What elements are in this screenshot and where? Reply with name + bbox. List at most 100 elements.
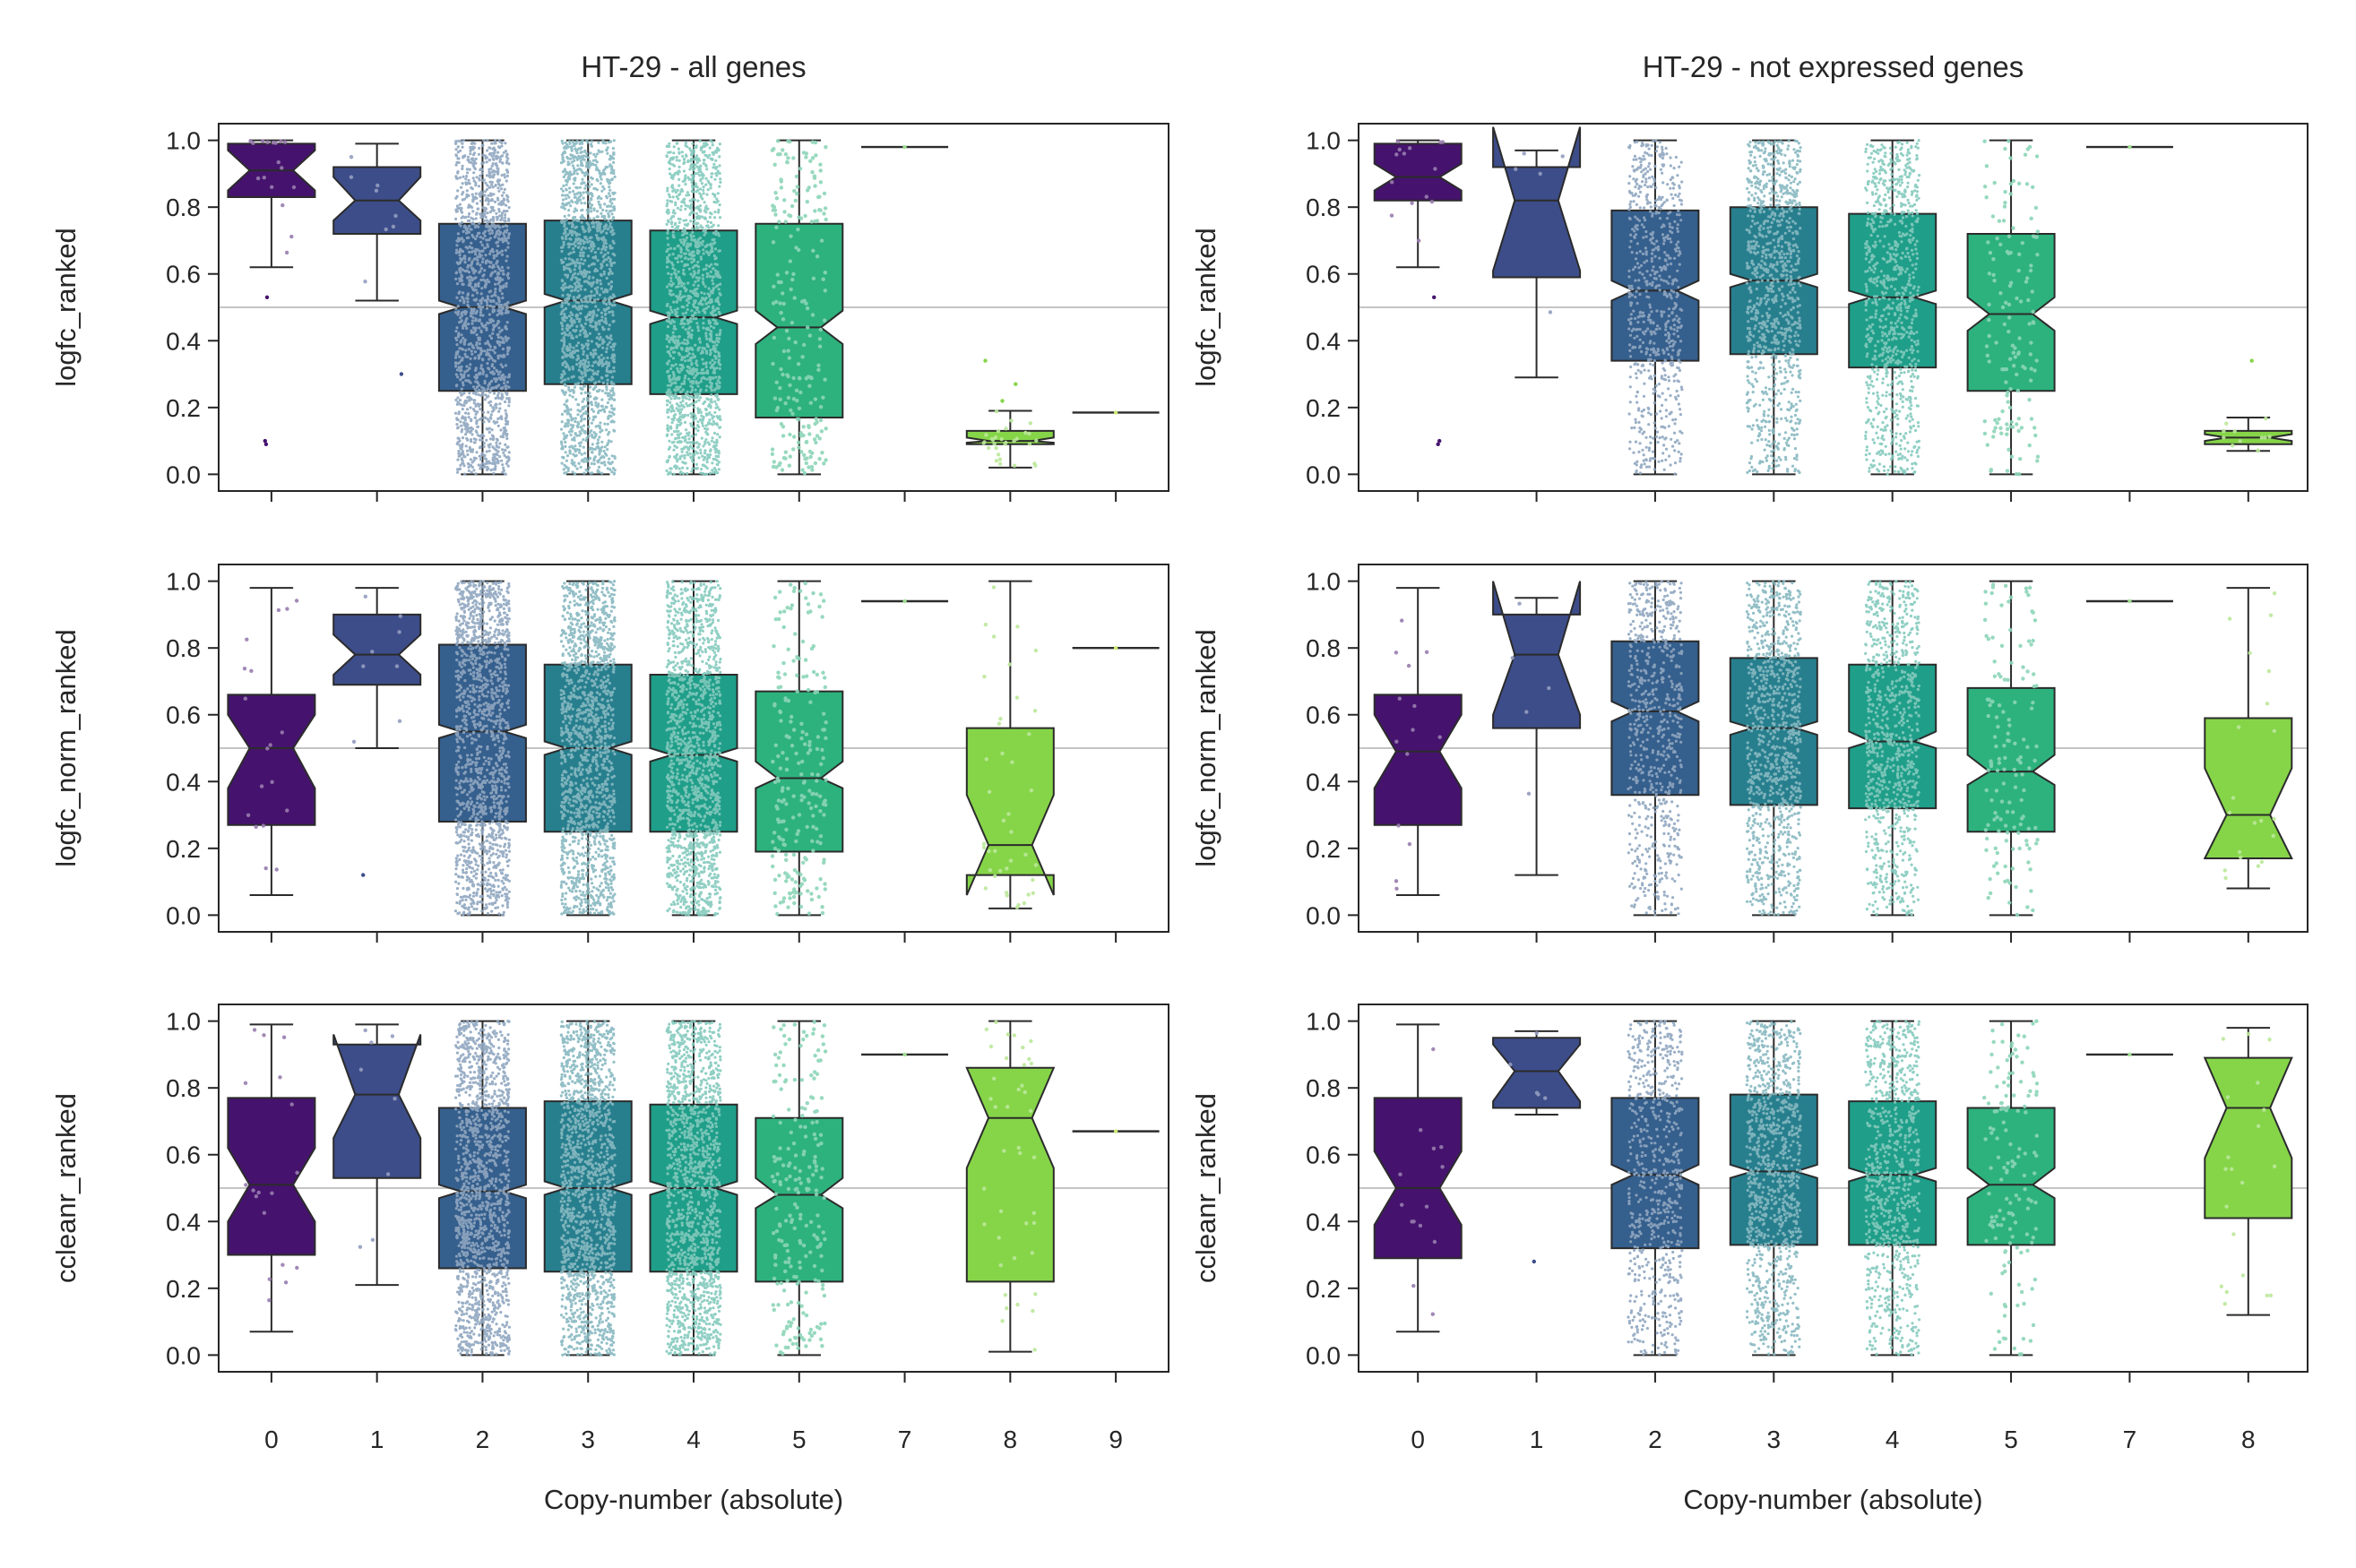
data-point [454, 251, 458, 254]
data-point [672, 440, 676, 444]
data-point [561, 327, 565, 331]
y-tick-label: 0.2 [166, 394, 201, 422]
data-point [694, 426, 698, 430]
data-point [1033, 463, 1038, 468]
data-point [488, 430, 491, 435]
data-point [596, 215, 600, 219]
data-point [676, 433, 679, 436]
data-point [580, 452, 583, 456]
data-point [494, 139, 497, 142]
data-point [481, 143, 485, 147]
data-point [693, 219, 696, 222]
data-point [486, 362, 489, 366]
data-point [774, 408, 779, 413]
data-point [582, 424, 586, 427]
data-point [592, 462, 596, 466]
data-point [707, 322, 712, 325]
data-point [505, 432, 509, 436]
data-point [494, 277, 497, 280]
data-point [583, 364, 587, 367]
data-point [706, 292, 710, 296]
data-point [682, 471, 686, 476]
data-point [601, 238, 605, 242]
data-point [696, 325, 700, 329]
data-point [590, 461, 593, 466]
data-point [684, 435, 687, 438]
data-point [576, 382, 581, 385]
data-point [487, 444, 490, 447]
data-point [590, 401, 593, 404]
data-point [699, 237, 703, 240]
data-point [714, 454, 718, 458]
data-point [500, 387, 504, 391]
data-point [565, 183, 568, 186]
data-point [571, 313, 574, 316]
data-point [603, 218, 608, 221]
data-point [682, 227, 686, 230]
data-point [581, 381, 584, 384]
data-point [578, 409, 582, 413]
data-point [708, 337, 712, 340]
data-point [680, 284, 684, 288]
data-point [280, 202, 285, 208]
data-point [490, 180, 494, 184]
data-point [499, 187, 504, 191]
data-point [569, 153, 573, 157]
data-point [686, 176, 690, 179]
data-point [683, 341, 686, 345]
data-point [596, 441, 600, 444]
data-point [486, 245, 490, 248]
data-point [568, 177, 572, 181]
data-point [483, 453, 487, 457]
data-point [597, 332, 601, 336]
data-point [461, 167, 464, 170]
data-point [702, 415, 705, 419]
data-point [667, 220, 670, 224]
data-point [667, 335, 670, 339]
data-point [580, 163, 583, 167]
data-point [479, 331, 483, 334]
data-point [588, 368, 592, 372]
data-point [686, 335, 690, 339]
data-point [600, 266, 603, 270]
data-point [500, 200, 504, 203]
data-point [692, 401, 695, 405]
data-point [492, 254, 496, 257]
data-point [694, 450, 698, 453]
data-point [599, 421, 602, 425]
data-point [490, 295, 494, 298]
data-point [581, 407, 584, 411]
data-point [577, 246, 581, 249]
data-point [497, 208, 501, 211]
data-point [467, 323, 470, 326]
data-point [695, 441, 698, 444]
data-point [779, 177, 783, 182]
data-point [596, 210, 600, 213]
data-point [712, 354, 717, 358]
data-point [603, 445, 607, 449]
data-point [458, 399, 462, 402]
data-point [666, 237, 669, 240]
data-point [665, 265, 669, 269]
data-point [581, 246, 585, 249]
box-2 [1610, 139, 1700, 476]
data-point [691, 186, 695, 190]
data-point [692, 380, 695, 383]
data-point [500, 292, 505, 296]
data-point [582, 349, 585, 353]
data-point [489, 417, 493, 420]
data-point [568, 186, 572, 190]
data-point [476, 410, 479, 414]
data-point [678, 292, 682, 296]
data-point [674, 327, 677, 331]
data-point [573, 461, 576, 465]
data-point [474, 404, 478, 408]
data-point [477, 152, 481, 156]
data-point [606, 433, 610, 436]
data-point [495, 402, 498, 407]
data-point [561, 374, 565, 377]
data-point [1676, 229, 1679, 233]
data-point [473, 388, 478, 392]
data-point [592, 415, 596, 418]
data-point [470, 233, 474, 237]
